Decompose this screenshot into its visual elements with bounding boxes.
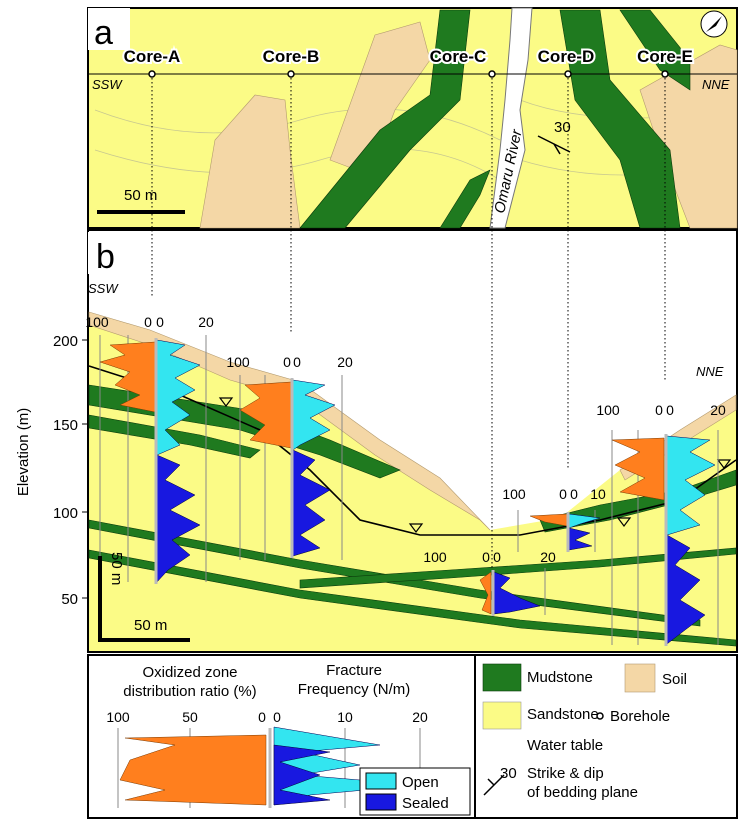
legend-tick: 0 xyxy=(273,709,281,725)
core-scale-label: 0 xyxy=(293,354,301,370)
open-swatch xyxy=(366,773,396,789)
core-scale-label: 100 xyxy=(502,486,526,502)
borehole xyxy=(662,71,668,77)
legend-tick: 10 xyxy=(337,709,353,725)
legend-label: Soil xyxy=(662,671,687,688)
direction-label: SSW xyxy=(88,281,119,296)
legend-tick: 50 xyxy=(182,709,198,725)
y-tick-label: 100 xyxy=(53,505,78,522)
core-scale-label: 20 xyxy=(198,314,214,330)
core-scale-label: 100 xyxy=(85,314,109,330)
core-scale-label: 100 xyxy=(226,354,250,370)
legend-label: Open xyxy=(402,774,439,791)
mudstone-swatch xyxy=(483,664,521,691)
vertical-scale-label: 50 m xyxy=(108,552,125,585)
core-label: Core-D xyxy=(538,47,595,66)
core-scale-label: 0 xyxy=(156,314,164,330)
legend-label: Sandstone xyxy=(527,706,599,723)
borehole xyxy=(288,71,294,77)
horizontal-scale-label: 50 m xyxy=(134,617,167,634)
y-tick-label: 50 xyxy=(61,591,78,608)
y-tick-label: 150 xyxy=(53,417,78,434)
borehole xyxy=(489,71,495,77)
core-scale-label: 0 xyxy=(493,549,501,565)
legend-title: Fracture xyxy=(326,662,382,679)
core-scale-label: 0 xyxy=(570,486,578,502)
core-scale-label: 0 xyxy=(482,549,490,565)
core-scale-label: 0 xyxy=(666,402,674,418)
body: a Core-A Core-B Core-C Core-D Core-E SSW… xyxy=(0,0,739,826)
legend-tick: 100 xyxy=(106,709,130,725)
borehole xyxy=(565,71,571,77)
panel-label: a xyxy=(94,14,113,52)
legend-tick: 20 xyxy=(412,709,428,725)
legend-tick: 0 xyxy=(258,709,266,725)
soil-swatch xyxy=(625,664,655,692)
legend-title: distribution ratio (%) xyxy=(123,683,256,700)
borehole-symbol xyxy=(597,713,603,719)
figure: a Core-A Core-B Core-C Core-D Core-E SSW… xyxy=(0,0,739,821)
core-scale-label: 0 xyxy=(655,402,663,418)
page: Figure {"panel_a": {"label": "a", "cores… xyxy=(0,0,739,826)
core-scale-label: 100 xyxy=(423,549,447,565)
legend-label: Water table xyxy=(527,737,603,754)
y-tick-label: 200 xyxy=(53,333,78,350)
core-label: Core-A xyxy=(124,47,181,66)
legend-label: Sealed xyxy=(402,795,449,812)
legend-label: Mudstone xyxy=(527,669,593,686)
borehole xyxy=(149,71,155,77)
direction-label: NNE xyxy=(696,364,724,379)
core-scale-label: 20 xyxy=(710,402,726,418)
sealed-swatch xyxy=(366,794,396,810)
y-axis-title: Elevation (m) xyxy=(15,408,32,496)
legend-label: of bedding plane xyxy=(527,784,638,801)
core-scale-label: 0 xyxy=(283,354,291,370)
panel-label: b xyxy=(96,238,115,276)
legend-title: Frequency (N/m) xyxy=(298,681,411,698)
legend-label: Strike & dip xyxy=(527,765,604,782)
core-scale-label: 10 xyxy=(590,486,606,502)
core-scale-label: 100 xyxy=(596,402,620,418)
core-label: Core-B xyxy=(263,47,320,66)
core-scale-label: 20 xyxy=(337,354,353,370)
core-scale-label: 0 xyxy=(559,486,567,502)
legend-dip: 30 xyxy=(500,765,517,782)
core-scale-label: 20 xyxy=(540,549,556,565)
core-scale-label: 0 xyxy=(144,314,152,330)
legend-label: Borehole xyxy=(610,708,670,725)
legend-title: Oxidized zone xyxy=(142,664,237,681)
core-label: Core-E xyxy=(637,47,693,66)
direction-label: NNE xyxy=(702,77,730,92)
sandstone-swatch xyxy=(483,702,521,729)
direction-label: SSW xyxy=(92,77,123,92)
core-label: Core-C xyxy=(430,47,487,66)
